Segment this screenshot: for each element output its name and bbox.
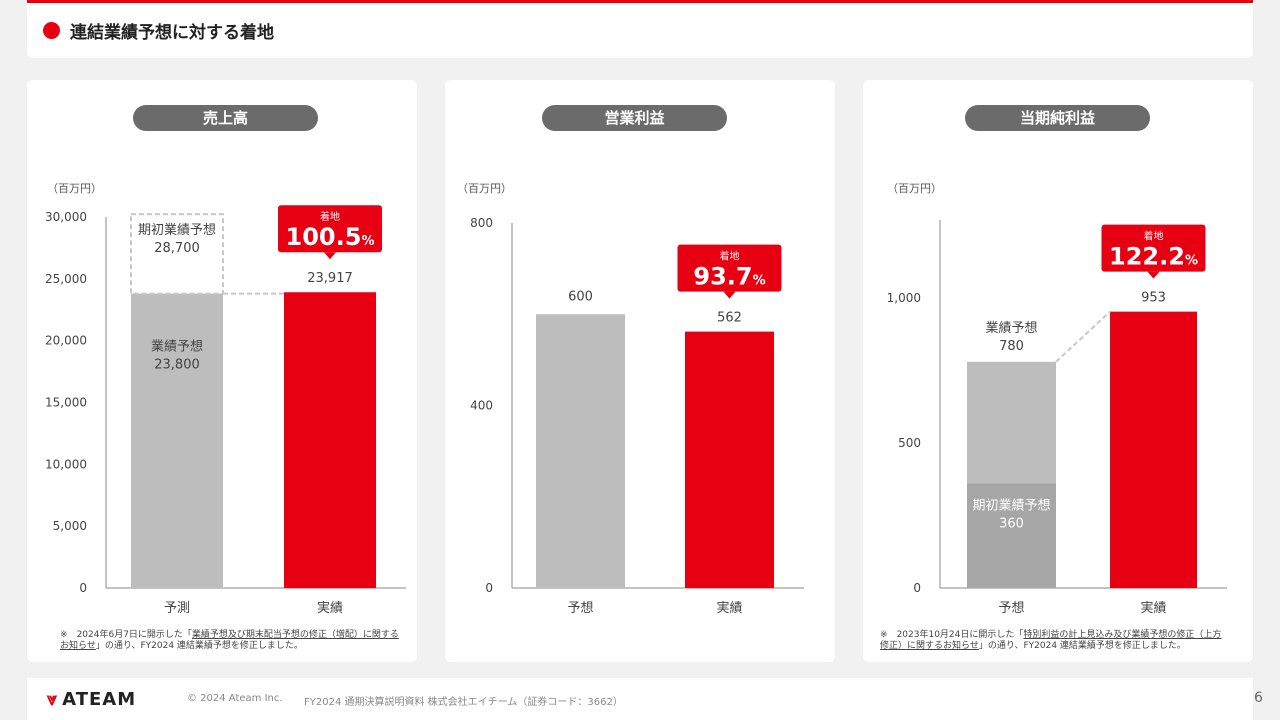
slide-header: 連結業績予想に対する着地 — [27, 3, 1253, 58]
footnote: ※ 2024年6月7日に開示した「業績予想及び期末配当予想の修正（増配）に関する… — [60, 630, 410, 652]
forecast-bar — [536, 314, 625, 588]
y-tick-label: 1,000 — [887, 291, 921, 305]
company-logo: ⩔ ATEAM — [47, 689, 136, 710]
initial-forecast-bar — [967, 483, 1056, 588]
footnote-mark: ※ — [880, 630, 888, 640]
y-tick-label: 0 — [485, 581, 493, 595]
x-category-label: 実績 — [716, 600, 742, 616]
achievement-label: 着地 — [1144, 230, 1164, 243]
achievement-rate: 93.7% — [693, 263, 765, 291]
sales-chart: （百万円） 0 5,000 10,000 15,000 20,000 25,000 30,00… — [45, 182, 406, 616]
document-title: FY2024 通期決算説明資料 株式会社エイチーム（証券コード：3662） — [304, 697, 623, 708]
footnote-text: 」の通り、FY2024 連結業績予想を修正しました。 — [95, 641, 303, 651]
logo-text: ATEAM — [62, 689, 137, 710]
callout-pointer — [723, 291, 736, 299]
panel-operating-profit: 営業利益 （百万円） 0 400 800 600 562 着地 93.7% 予想 実績 — [445, 80, 835, 662]
footnote-text: 」の通り、FY2024 連結業績予想を修正しました。 — [978, 641, 1186, 651]
forecast-value: 23,800 — [154, 358, 200, 373]
forecast-label: 業績予想 — [985, 320, 1037, 336]
footnote-text: 2023年10月24日に開示した「 — [896, 630, 1024, 640]
panel-sales: 売上高 （百万円） 0 5,000 10,000 15,000 20,000 25,000 3… — [27, 80, 417, 662]
initial-forecast-label: 期初業績予想 — [138, 222, 216, 238]
callout-pointer — [1147, 271, 1160, 279]
forecast-value: 600 — [568, 289, 593, 304]
panel-title: 売上高 — [133, 105, 318, 131]
footnote-link[interactable]: 業績予想及び期末配当予想の修正（増配）に関する — [191, 630, 399, 640]
y-tick-label: 500 — [898, 436, 921, 450]
actual-bar — [284, 292, 376, 588]
forecast-bar — [131, 293, 223, 588]
actual-value: 562 — [717, 311, 742, 326]
x-category-label: 予想 — [567, 600, 593, 616]
y-tick-label: 30,000 — [45, 210, 87, 224]
x-category-label: 予想 — [998, 600, 1024, 616]
achievement-value: 93.7 — [693, 263, 752, 291]
footnote-mark: ※ — [60, 630, 68, 640]
y-tick-label: 0 — [79, 581, 87, 595]
footnote-link[interactable]: 特別利益の計上見込み及び業績予想の修正（上方 — [1023, 630, 1222, 640]
initial-forecast-value: 360 — [999, 517, 1024, 532]
initial-forecast-label: 期初業績予想 — [972, 498, 1050, 514]
y-tick-label: 10,000 — [45, 457, 87, 471]
x-category-label: 予測 — [164, 601, 190, 616]
achievement-label: 着地 — [720, 250, 740, 263]
achievement-rate: 100.5% — [286, 223, 375, 251]
forecast-label: 業績予想 — [151, 339, 203, 355]
page-title: 連結業績予想に対する着地 — [70, 23, 274, 43]
y-unit-label: （百万円） — [457, 182, 512, 195]
actual-bar — [685, 331, 774, 588]
logo-mark-icon: ⩔ — [47, 689, 59, 710]
x-category-label: 実績 — [1140, 600, 1166, 616]
footnote-link[interactable]: 修正）に関するお知らせ — [880, 641, 979, 651]
panel-title: 営業利益 — [542, 105, 727, 131]
callout-pointer — [324, 252, 336, 260]
y-tick-label: 800 — [470, 216, 493, 230]
x-category-label: 実績 — [317, 600, 343, 616]
y-unit-label: （百万円） — [887, 182, 942, 195]
initial-forecast-value: 28,700 — [154, 241, 200, 256]
achievement-unit: % — [361, 234, 374, 249]
achievement-callout — [677, 244, 782, 292]
y-tick-label: 5,000 — [53, 519, 87, 533]
y-unit-label: （百万円） — [47, 182, 102, 195]
footnote-link[interactable]: お知らせ — [60, 641, 96, 651]
achievement-callout — [1101, 224, 1206, 272]
achievement-rate: 122.2% — [1109, 243, 1198, 271]
slide-footer: ⩔ ATEAM © 2024 Ateam Inc. FY2024 通期決算説明資料… — [27, 678, 1253, 720]
actual-bar — [1110, 311, 1197, 588]
initial-forecast-box — [130, 213, 224, 295]
achievement-unit: % — [1185, 254, 1198, 269]
achievement-unit: % — [753, 274, 766, 289]
achievement-callout — [278, 205, 382, 253]
y-tick-label: 0 — [913, 581, 921, 595]
net-income-chart: （百万円） 0 500 1,000 期初業績予想 360 業績予想 780 953 着地122.2… — [887, 182, 1227, 616]
y-tick-label: 25,000 — [45, 272, 87, 286]
achievement-value: 122.2 — [1109, 243, 1185, 271]
panel-net-income: 当期純利益 （百万円） 0 500 1,000 期初業績予想 360 業績予想 780 953 着… — [863, 80, 1253, 662]
forecast-value: 780 — [999, 339, 1024, 354]
actual-value: 953 — [1141, 291, 1166, 306]
y-tick-label: 15,000 — [45, 396, 87, 410]
footnote-text: 2024年6月7日に開示した「 — [76, 630, 192, 640]
panel-title: 当期純利益 — [965, 105, 1150, 131]
achievement-label: 着地 — [320, 210, 340, 223]
page-number: 6 — [1254, 690, 1263, 706]
copyright: © 2024 Ateam Inc. — [187, 693, 283, 704]
header-bullet-icon — [43, 22, 60, 39]
header-accent-line — [27, 0, 1253, 3]
achievement-value: 100.5 — [286, 223, 362, 251]
connector-line — [1055, 310, 1111, 363]
actual-value: 23,917 — [307, 271, 353, 286]
footnote: ※ 2023年10月24日に開示した「特別利益の計上見込み及び業績予想の修正（上… — [880, 630, 1240, 652]
y-tick-label: 20,000 — [45, 334, 87, 348]
y-tick-label: 400 — [470, 399, 493, 413]
